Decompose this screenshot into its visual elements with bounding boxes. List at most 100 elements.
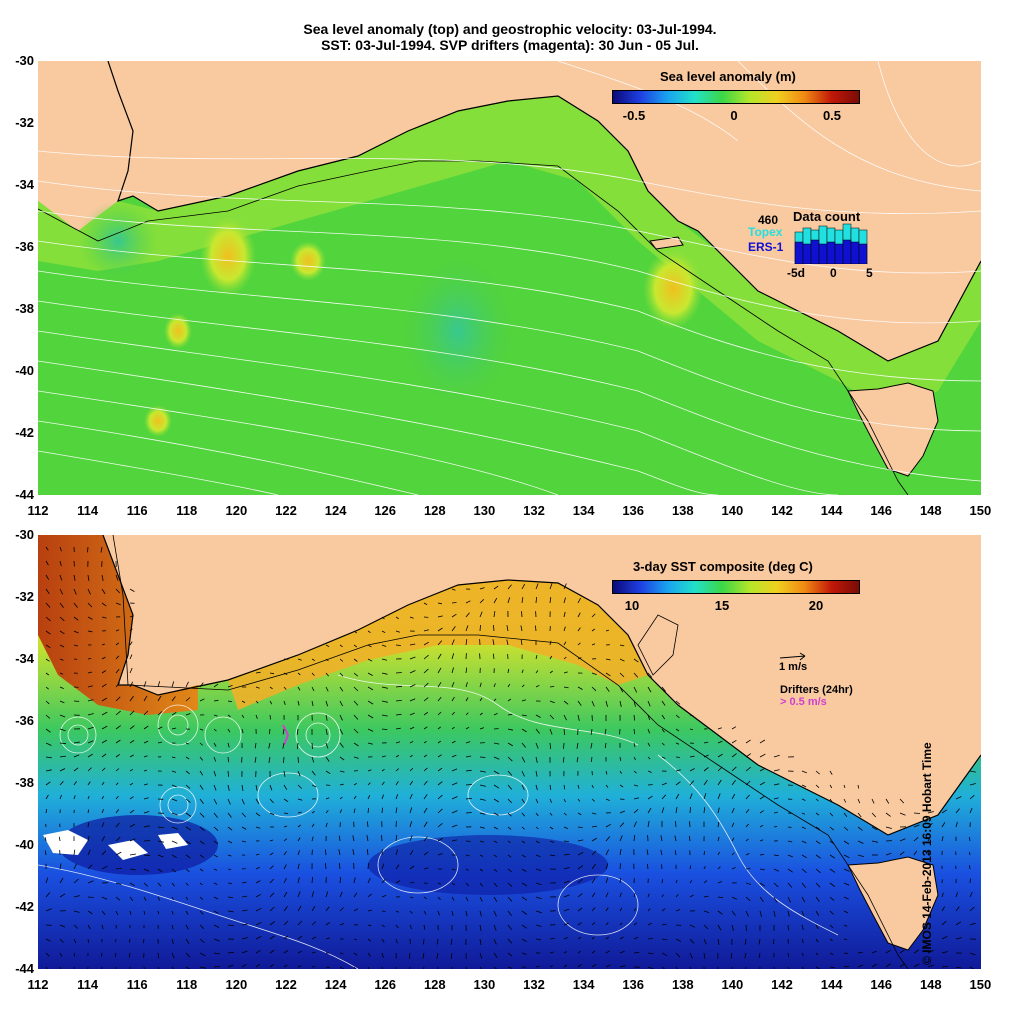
velocity-arrow <box>199 854 205 858</box>
velocity-arrow <box>87 880 94 884</box>
sla-colorbar-tick: 0.5 <box>822 108 842 123</box>
velocity-arrow <box>59 877 64 884</box>
velocity-arrow <box>115 696 121 702</box>
velocity-arrow <box>647 686 652 693</box>
velocity-arrow <box>955 821 958 828</box>
velocity-arrow <box>563 700 569 705</box>
velocity-arrow <box>591 863 596 870</box>
velocity-arrow <box>843 952 849 954</box>
velocity-arrow <box>339 686 344 692</box>
velocity-arrow <box>577 657 582 660</box>
velocity-arrow <box>129 725 135 730</box>
velocity-arrow <box>143 681 147 688</box>
velocity-arrow <box>73 863 77 870</box>
velocity-arrow <box>45 952 50 957</box>
velocity-arrow <box>647 821 650 828</box>
velocity-arrow <box>815 966 820 969</box>
velocity-arrow <box>731 896 737 900</box>
velocity-arrow <box>507 924 512 930</box>
sla-eddy-low-2 <box>398 251 518 411</box>
velocity-arrow <box>535 798 539 804</box>
sla-map-graphic <box>38 61 981 495</box>
velocity-arrow <box>703 851 706 856</box>
velocity-arrow <box>577 907 583 912</box>
velocity-arrow <box>353 742 359 747</box>
velocity-arrow <box>199 682 204 688</box>
velocity-arrow <box>661 794 667 800</box>
velocity-arrow <box>815 798 819 802</box>
velocity-arrow <box>409 670 416 674</box>
velocity-arrow <box>325 906 330 912</box>
velocity-arrow <box>451 626 456 632</box>
velocity-arrow <box>787 854 793 858</box>
velocity-arrow <box>829 784 833 789</box>
velocity-arrow <box>437 808 443 814</box>
velocity-arrow <box>87 713 94 716</box>
velocity-arrow <box>283 798 289 803</box>
velocity-arrow <box>843 965 849 968</box>
velocity-arrow <box>199 812 205 818</box>
velocity-arrow <box>73 952 76 957</box>
velocity-arrow <box>87 835 90 842</box>
velocity-arrow <box>129 910 132 915</box>
velocity-arrow <box>297 784 302 789</box>
velocity-arrow <box>577 936 582 940</box>
velocity-arrow <box>437 794 443 800</box>
velocity-arrow <box>423 924 426 930</box>
velocity-arrow <box>45 809 48 814</box>
velocity-arrow <box>143 938 145 944</box>
velocity-arrow <box>129 695 134 702</box>
velocity-arrow <box>661 756 666 759</box>
velocity-arrow <box>437 602 442 605</box>
velocity-arrow <box>899 949 905 954</box>
velocity-arrow <box>367 924 372 927</box>
velocity-arrow <box>101 809 104 814</box>
velocity-arrow <box>128 952 131 958</box>
velocity-arrow <box>773 938 775 945</box>
velocity-arrow <box>507 756 513 762</box>
velocity-arrow <box>549 840 555 843</box>
yorke-peninsula <box>637 614 679 676</box>
velocity-arrow <box>297 824 301 828</box>
velocity-arrow <box>955 966 962 969</box>
velocity-arrow <box>115 574 119 581</box>
velocity-arrow <box>157 840 164 843</box>
velocity-arrow <box>619 922 623 926</box>
velocity-arrow <box>171 812 178 816</box>
velocity-arrow <box>773 783 780 786</box>
velocity-arrow <box>577 642 581 646</box>
velocity-arrow <box>101 683 107 688</box>
velocity-arrow <box>465 784 472 786</box>
velocity-arrow <box>492 653 495 660</box>
lon-tick-bottom: 142 <box>771 977 793 992</box>
velocity-arrow <box>213 840 219 845</box>
velocity-arrow <box>451 588 456 591</box>
velocity-arrow <box>409 616 414 619</box>
velocity-arrow <box>381 672 388 675</box>
lon-tick-bottom: 136 <box>622 977 645 992</box>
velocity-arrow <box>423 629 430 632</box>
velocity-arrow <box>269 728 271 735</box>
velocity-arrow <box>717 836 720 842</box>
velocity-arrow <box>829 770 833 775</box>
velocity-arrow <box>423 867 429 870</box>
velocity-arrow <box>101 822 105 828</box>
velocity-arrow <box>381 938 385 943</box>
velocity-arrow <box>381 966 383 969</box>
lon-tick-bottom: 134 <box>572 977 595 992</box>
velocity-arrow <box>381 755 386 758</box>
velocity-arrow <box>717 766 723 772</box>
velocity-arrow <box>647 795 653 800</box>
velocity-arrow <box>381 878 386 884</box>
velocity-arrow <box>129 588 135 592</box>
velocity-arrow <box>409 910 413 914</box>
velocity-arrow <box>423 780 428 786</box>
sst-composite-map <box>38 535 981 969</box>
velocity-arrow <box>787 966 790 969</box>
velocity-arrow <box>409 656 416 660</box>
velocity-arrow <box>129 896 134 902</box>
velocity-arrow <box>787 826 792 828</box>
velocity-arrow <box>437 740 442 744</box>
velocity-arrow <box>325 644 330 648</box>
velocity-arrow <box>787 910 790 917</box>
